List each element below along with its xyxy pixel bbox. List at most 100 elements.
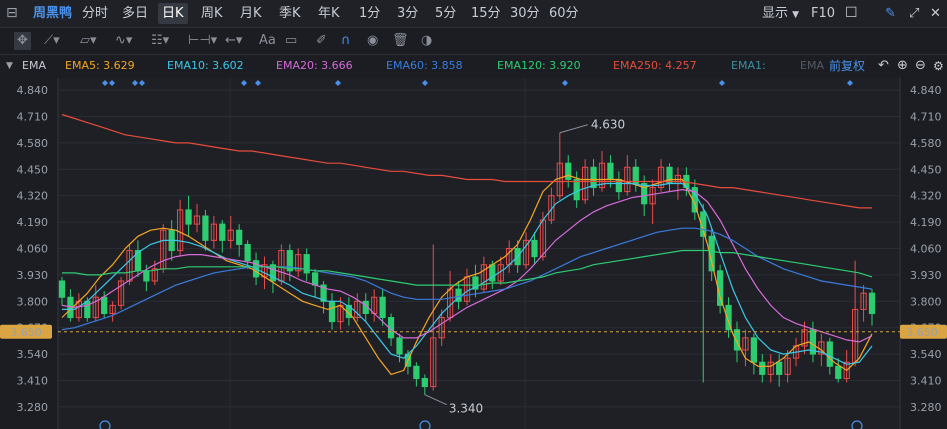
candle-up — [109, 304, 116, 314]
candle-up — [117, 280, 125, 306]
candle-up — [657, 166, 665, 189]
candle-up — [860, 292, 867, 310]
line-ema10 — [62, 182, 873, 365]
stock-title[interactable]: 周黑鸭 — [33, 6, 73, 21]
ema-lines — [58, 113, 900, 376]
y-tick-label-left: 4.190 — [17, 216, 49, 229]
expand-icon[interactable]: ⤢ — [909, 6, 920, 21]
tab-zhouk[interactable]: 周K — [201, 6, 223, 21]
candle-up — [624, 166, 631, 193]
measure-tool-icon[interactable]: ⊢⊣▾ — [188, 33, 218, 48]
y-tick-label-right: 4.060 — [910, 243, 942, 256]
ema-extra-value: EMA — [800, 59, 824, 72]
event-circle-icon — [99, 420, 111, 429]
top-bar: ⊟ 周黑鸭 分时 多日 日K 周K 月K 季K 年K 1分 3分 5分 15分 … — [0, 0, 947, 28]
tab-jik[interactable]: 季K — [279, 6, 301, 21]
tab-5fen[interactable]: 5分 — [435, 6, 457, 21]
event-circle-icon — [851, 420, 863, 429]
event-marker-icon — [139, 80, 145, 86]
candle-down — [320, 284, 327, 302]
trash-icon[interactable]: 🗑 — [392, 33, 409, 48]
candle-up — [480, 264, 487, 290]
text-tool-icon[interactable]: Aa — [259, 33, 276, 48]
low-pointer — [424, 394, 448, 406]
checkbox-icon[interactable]: ☐ — [845, 5, 858, 21]
candle-down — [607, 162, 614, 180]
ema5-value: EMA5: 3.629 — [65, 59, 135, 72]
event-marker-icon — [132, 80, 138, 86]
candle-up — [767, 361, 774, 375]
undo-icon[interactable]: ↶ — [878, 58, 889, 73]
candle-down — [236, 229, 243, 245]
channel-tool-icon[interactable]: ▱▾ — [80, 33, 97, 48]
ema250-value: EMA250: 4.257 — [613, 59, 697, 72]
tab-15fen[interactable]: 15分 — [471, 6, 501, 21]
f10-button[interactable]: F10 — [811, 6, 836, 21]
display-dropdown[interactable]: 显示 ▼ — [762, 0, 799, 27]
chevron-down-icon[interactable]: ▼ — [6, 61, 13, 71]
pen-icon[interactable]: ✎ — [885, 6, 896, 21]
candle-up — [522, 239, 530, 266]
arrow-tool-icon[interactable]: ←▾ — [225, 33, 243, 48]
crosshair-icon[interactable]: ✥ — [14, 32, 31, 50]
event-marker-icon — [109, 80, 115, 86]
candle-down — [379, 296, 386, 319]
tab-niank[interactable]: 年K — [318, 6, 340, 21]
y-tick-label-right: 3.800 — [910, 295, 942, 308]
candle-down — [809, 329, 817, 355]
menu-icon[interactable]: ⊟ — [6, 5, 18, 21]
ema-label[interactable]: EMA — [22, 59, 46, 72]
y-tick-label-left: 3.540 — [17, 348, 49, 361]
tab-rik[interactable]: 日K — [158, 3, 188, 24]
tab-1fen[interactable]: 1分 — [359, 6, 381, 21]
comment-icon[interactable]: ▭ — [285, 33, 298, 48]
candle-down — [835, 365, 842, 379]
tab-duori[interactable]: 多日 — [122, 6, 149, 21]
toggle-icon[interactable]: ◑ — [421, 33, 433, 48]
settings-icon[interactable]: ⚙ — [933, 59, 944, 73]
grid — [57, 78, 901, 429]
eye-icon[interactable]: ◉ — [367, 33, 379, 48]
event-circle-icon — [419, 420, 431, 429]
wave-tool-icon[interactable]: ∿▾ — [115, 33, 133, 48]
candle-up — [210, 223, 217, 241]
candle-down — [826, 341, 833, 367]
tab-yuek[interactable]: 月K — [240, 6, 262, 21]
candle-up — [582, 166, 589, 201]
kline-chart[interactable]: 4.840 4.840 4.710 4.710 4.580 4.580 4.450 4.450… — [0, 78, 947, 429]
candle-down — [759, 361, 766, 375]
y-tick-label-left: 4.060 — [17, 243, 49, 256]
candle-down — [269, 264, 277, 282]
candle-down — [185, 209, 192, 225]
event-marker-icon — [422, 80, 428, 86]
ema60-value: EMA60: 3.858 — [386, 59, 463, 72]
line-ema120 — [62, 249, 873, 286]
close-icon[interactable]: ✕ — [930, 6, 941, 21]
candle-up — [227, 229, 234, 241]
ema-legend-bar: ▼ EMA EMA5: 3.629 EMA10: 3.602 EMA20: 3.… — [0, 55, 947, 77]
candle-up — [742, 337, 749, 351]
chevron-down-icon: ▼ — [792, 10, 800, 20]
event-marker-icon — [847, 80, 853, 86]
current-price-badge-right — [900, 324, 947, 339]
tab-60fen[interactable]: 60分 — [549, 6, 579, 21]
y-tick-label-left: 3.800 — [17, 295, 49, 308]
zoom-out-icon[interactable]: ⊖ — [915, 58, 926, 73]
ema20-value: EMA20: 3.666 — [276, 59, 353, 72]
candle-down — [303, 254, 310, 274]
fib-tool-icon[interactable]: ☷▾ — [151, 33, 170, 48]
y-tick-label-left: 3.930 — [17, 269, 49, 282]
zoom-in-icon[interactable]: ⊕ — [897, 58, 908, 73]
tab-3fen[interactable]: 3分 — [397, 6, 419, 21]
event-marker-icon — [335, 80, 341, 86]
line-tool-icon[interactable]: ⟋▾ — [44, 33, 60, 48]
tab-30fen[interactable]: 30分 — [510, 6, 540, 21]
adjust-button[interactable]: 前复权 — [829, 59, 866, 73]
candle-down — [472, 276, 479, 290]
eraser-icon[interactable]: ✐ — [316, 33, 327, 48]
candle-down — [143, 270, 150, 282]
magnet-icon[interactable]: ∩ — [341, 33, 351, 48]
candle-down — [573, 178, 580, 201]
tab-fenshi[interactable]: 分时 — [82, 6, 109, 21]
plot-area — [58, 78, 900, 429]
